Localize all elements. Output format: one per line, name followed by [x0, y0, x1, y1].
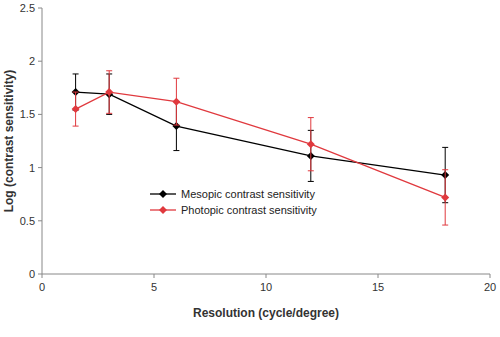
legend-marker: [159, 190, 167, 198]
y-tick: [38, 8, 42, 9]
x-tick-label: 15: [372, 281, 384, 293]
y-tick: [38, 114, 42, 115]
x-tick: [266, 274, 267, 278]
y-axis-label: Log (contrast sensitivity): [2, 70, 16, 213]
legend: Mesopic contrast sensitivity Photopic con…: [150, 188, 317, 216]
x-tick-label: 5: [151, 281, 157, 293]
series-line: [76, 92, 446, 197]
point: [172, 98, 180, 106]
y-tick-label: 1.5: [20, 108, 35, 120]
x-tick: [378, 274, 379, 278]
error-bar: [308, 118, 314, 171]
y-tick: [38, 274, 42, 275]
x-tick: [42, 274, 43, 278]
series: [72, 71, 450, 225]
x-tick-label: 0: [39, 281, 45, 293]
error-bar: [73, 92, 79, 126]
point: [72, 105, 80, 113]
point: [441, 193, 449, 201]
series: [72, 74, 450, 203]
error-bar: [106, 71, 112, 114]
point: [105, 88, 113, 96]
y-tick: [38, 61, 42, 62]
x-tick-label: 20: [484, 281, 496, 293]
x-axis-label: Resolution (cycle/degree): [193, 306, 339, 320]
point: [307, 140, 315, 148]
series-line: [76, 92, 446, 175]
x-tick: [490, 274, 491, 278]
y-axis: [42, 8, 43, 274]
legend-label: Photopic contrast sensitivity: [181, 204, 317, 216]
legend-marker: [159, 206, 167, 214]
plot-area: [72, 71, 450, 225]
error-bar: [442, 170, 448, 225]
y-tick: [38, 220, 42, 221]
x-tick: [154, 274, 155, 278]
y-tick-label: 0.5: [20, 215, 35, 227]
y-tick: [38, 167, 42, 168]
y-tick-label: 0: [29, 268, 35, 280]
y-tick-label: 2: [29, 55, 35, 67]
y-tick-label: 2.5: [20, 2, 35, 14]
x-tick-label: 10: [260, 281, 272, 293]
legend-label: Mesopic contrast sensitivity: [181, 188, 315, 200]
chart: 0 0.5 1 1.5 2 2.5 0 5 10 15 20 Resolution (cycle/de…: [0, 0, 500, 337]
error-bar: [173, 78, 179, 125]
y-tick-label: 1: [29, 162, 35, 174]
